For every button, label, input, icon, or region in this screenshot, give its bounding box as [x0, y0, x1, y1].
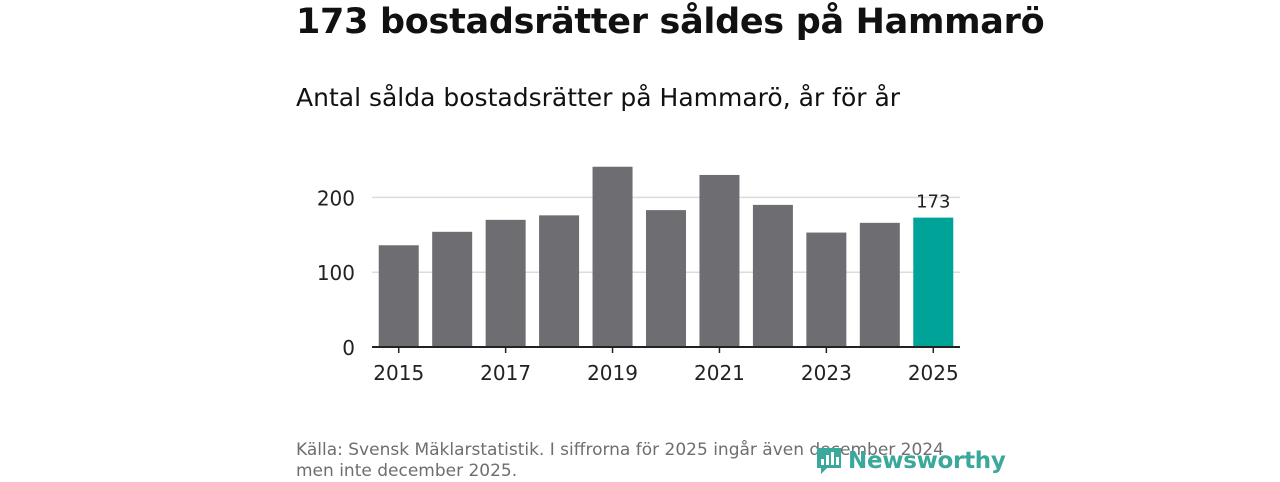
x-tick-label: 2015 [373, 361, 424, 385]
data-label: 173 [916, 192, 950, 213]
bar [485, 219, 526, 347]
brand-name: Newsworthy [848, 448, 1006, 474]
y-tick-label: 100 [317, 261, 355, 285]
bar [913, 217, 954, 347]
x-tick-label: 2025 [908, 361, 959, 385]
bar-chart: 0 100 200 173 2015 2017 2019 2021 2023 2025 [317, 166, 960, 385]
x-tick-label: 2017 [480, 361, 531, 385]
y-tick-label: 0 [342, 336, 355, 360]
chart-subtitle: Antal sålda bostadsrätter på Hammarö, år… [296, 83, 901, 112]
bar [432, 231, 473, 347]
bar [378, 245, 419, 347]
source-note: Källa: Svensk Mäklarstatistik. I siffror… [296, 440, 944, 481]
bar [699, 174, 740, 347]
bar [859, 222, 900, 347]
bar [752, 204, 793, 347]
bar [592, 166, 633, 347]
bar [539, 215, 580, 347]
chart-title: 173 bostadsrätter såldes på Hammarö [296, 2, 1045, 42]
bar [646, 210, 686, 347]
bar-chart-bubble-icon [817, 448, 841, 474]
y-tick-label: 200 [317, 186, 355, 210]
x-tick-label: 2021 [694, 361, 745, 385]
bar [806, 232, 847, 347]
x-tick-label: 2023 [801, 361, 852, 385]
x-tick-label: 2019 [587, 361, 638, 385]
newsworthy-logo: Newsworthy [815, 446, 1006, 476]
